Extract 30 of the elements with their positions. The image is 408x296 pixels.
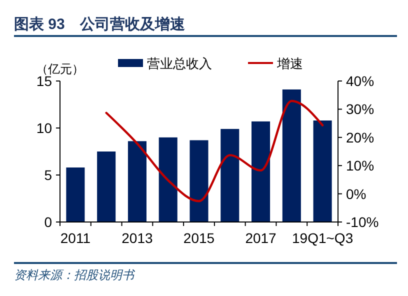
x-tick-label: 19Q1~Q3 [292,230,354,246]
text: 资料来源：招股说明书 [14,268,136,282]
bar [128,141,146,222]
y2-tick-label: 40% [346,73,374,89]
x-tick-label: 2015 [183,230,215,246]
line-series [105,100,324,202]
bar [190,140,208,222]
bar [66,167,85,222]
y2-tick-label: 30% [346,101,374,118]
y-tick-label: 0 [44,214,52,230]
bar [252,121,270,222]
chart-title: 图表 93 公司营收及增速 [14,16,186,33]
y2-tick-label: 20% [346,129,374,146]
bar [97,152,116,222]
y-tick-label: 15 [36,73,52,89]
legend-label: 增速 [276,56,303,71]
bar [282,89,301,222]
bar [158,137,178,222]
x-tick-label: 2017 [245,230,277,246]
y-tick-label: 10 [36,120,52,136]
y-axis-title: （亿元） [36,62,84,76]
y-tick-label: 5 [44,167,52,183]
bar [313,120,332,222]
x-tick-label: 2013 [122,230,154,246]
legend-label: 营业总收入 [147,56,212,71]
y2-tick-label: -10% [346,214,379,230]
bar [220,128,240,222]
y2-tick-label: 10% [346,158,374,174]
y2-tick-label: 0% [346,186,366,202]
x-tick-label: 2011 [60,230,91,246]
